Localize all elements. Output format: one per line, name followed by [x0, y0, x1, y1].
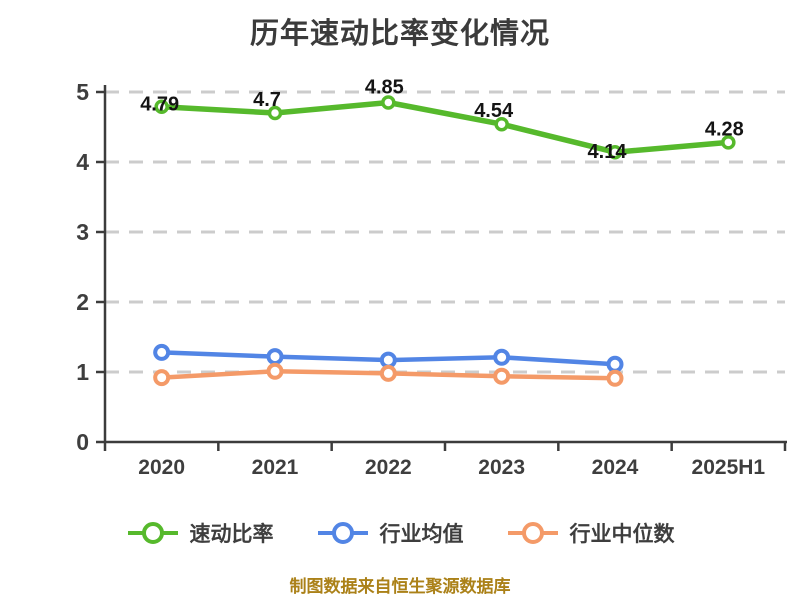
- legend-marker-industry-mean-icon: [317, 522, 368, 544]
- legend-marker-quick-ratio-icon: [127, 522, 178, 544]
- x-tick-label: 2022: [365, 456, 412, 479]
- data-point-label: 4.85: [365, 77, 404, 99]
- y-tick-label: 5: [76, 79, 89, 105]
- chart-title: 历年速动比率变化情况: [249, 18, 550, 50]
- data-point-marker: [607, 144, 623, 160]
- data-point-label: 4.7: [253, 89, 281, 111]
- data-point-marker: [494, 116, 509, 132]
- legend: 速动比率 行业均值 行业中位数: [0, 518, 800, 548]
- x-tick-label: 2024: [592, 456, 639, 479]
- x-tick-label: 2023: [478, 456, 525, 479]
- legend-item-industry-median: 行业中位数: [506, 518, 675, 548]
- data-point-marker: [266, 348, 284, 366]
- legend-label-quick-ratio: 速动比率: [189, 523, 274, 546]
- y-tick-label: 4: [76, 149, 89, 175]
- data-point-marker: [493, 348, 511, 366]
- data-point-marker: [379, 364, 397, 382]
- legend-marker-industry-median-icon: [507, 522, 558, 544]
- data-point-label: 4.79: [140, 94, 179, 116]
- plot-area: 0 1 2 3 4 5 2020 2021 2022 2023 2024 2025H1 4.79 4.7 4…: [76, 77, 787, 479]
- legend-label-industry-median: 行业中位数: [569, 523, 675, 546]
- x-tick-label: 2021: [252, 456, 299, 479]
- data-point-label: 4.14: [588, 141, 628, 163]
- legend-item-quick-ratio: 速动比率: [126, 518, 274, 548]
- data-source-note: 制图数据来自恒生聚源数据库: [289, 577, 511, 596]
- data-point-marker: [153, 369, 171, 387]
- y-tick-label: 0: [76, 429, 89, 455]
- data-point-label: 4.54: [474, 100, 514, 122]
- data-point-marker: [154, 99, 169, 114]
- data-point-marker: [379, 351, 397, 369]
- data-point-label: 4.28: [705, 118, 744, 140]
- series-line-0: [158, 99, 732, 155]
- data-point-marker: [493, 367, 511, 385]
- y-tick-label: 3: [76, 219, 89, 245]
- data-point-marker: [381, 95, 396, 110]
- data-point-marker: [153, 343, 171, 361]
- data-point-marker: [267, 105, 283, 121]
- data-point-marker: [721, 135, 736, 150]
- x-tick-label: 2020: [138, 456, 185, 479]
- legend-label-industry-mean: 行业均值: [379, 523, 464, 546]
- x-tick-label: 2025H1: [692, 456, 766, 479]
- y-tick-label: 2: [76, 289, 89, 315]
- legend-item-industry-mean: 行业均值: [316, 518, 464, 548]
- data-point-marker: [606, 355, 624, 373]
- y-tick-label: 1: [76, 359, 89, 385]
- data-point-marker: [266, 362, 284, 380]
- data-point-marker: [606, 369, 624, 387]
